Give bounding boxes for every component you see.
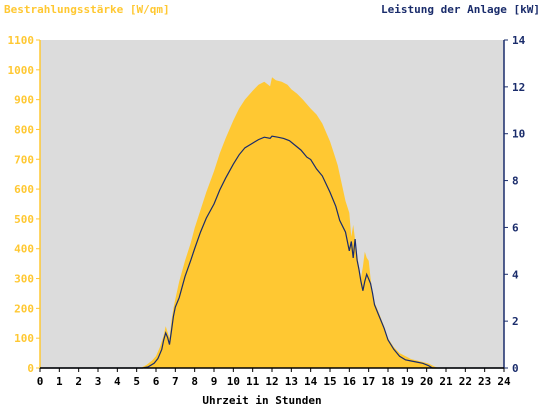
x-tick-label: 23 bbox=[478, 375, 491, 388]
x-axis-title: Uhrzeit in Stunden bbox=[202, 394, 321, 407]
right-tick-label: 6 bbox=[512, 221, 519, 234]
x-tick-label: 14 bbox=[304, 375, 318, 388]
left-tick-label: 200 bbox=[14, 302, 34, 315]
x-tick-label: 4 bbox=[114, 375, 121, 388]
left-axis-title: Bestrahlungsstärke [W/qm] bbox=[4, 3, 170, 16]
left-tick-label: 700 bbox=[14, 153, 34, 166]
left-tick-label: 800 bbox=[14, 123, 34, 136]
x-tick-label: 21 bbox=[439, 375, 453, 388]
x-tick-label: 1 bbox=[56, 375, 63, 388]
right-tick-label: 8 bbox=[512, 175, 519, 188]
x-tick-label: 17 bbox=[362, 375, 375, 388]
right-tick-label: 14 bbox=[512, 34, 526, 47]
x-tick-label: 24 bbox=[497, 375, 511, 388]
x-tick-label: 0 bbox=[37, 375, 44, 388]
x-tick-label: 8 bbox=[191, 375, 198, 388]
power-line-series bbox=[40, 135, 504, 369]
right-axis-title: Leistung der Anlage [kW] bbox=[381, 3, 540, 16]
right-tick-label: 12 bbox=[512, 81, 525, 94]
x-tick-label: 16 bbox=[343, 375, 357, 388]
x-tick-label: 19 bbox=[401, 375, 414, 388]
series-layer bbox=[40, 77, 504, 369]
x-tick-label: 10 bbox=[227, 375, 240, 388]
left-tick-label: 500 bbox=[14, 213, 34, 226]
x-tick-label: 18 bbox=[381, 375, 394, 388]
left-tick-label: 600 bbox=[14, 183, 34, 196]
x-tick-label: 20 bbox=[420, 375, 433, 388]
x-tick-label: 5 bbox=[133, 375, 140, 388]
left-tick-label: 0 bbox=[27, 362, 34, 375]
x-tick-label: 22 bbox=[459, 375, 472, 388]
right-tick-label: 4 bbox=[512, 268, 519, 281]
x-tick-label: 6 bbox=[153, 375, 160, 388]
x-tick-label: 11 bbox=[246, 375, 260, 388]
x-tick-label: 3 bbox=[95, 375, 102, 388]
x-tick-label: 2 bbox=[75, 375, 82, 388]
right-tick-label: 10 bbox=[512, 128, 525, 141]
x-tick-label: 13 bbox=[285, 375, 298, 388]
x-tick-label: 15 bbox=[323, 375, 336, 388]
left-tick-label: 100 bbox=[14, 332, 34, 345]
left-tick-label: 300 bbox=[14, 273, 34, 286]
x-tick-label: 7 bbox=[172, 375, 179, 388]
ticks-layer: 0100200300400500600700800900100011000246… bbox=[8, 34, 526, 388]
right-tick-label: 0 bbox=[512, 362, 519, 375]
left-tick-label: 1100 bbox=[8, 34, 35, 47]
right-tick-label: 2 bbox=[512, 315, 519, 328]
irradiance-area-series bbox=[40, 77, 504, 369]
x-tick-label: 9 bbox=[211, 375, 218, 388]
left-tick-label: 900 bbox=[14, 94, 34, 107]
left-tick-label: 1000 bbox=[8, 64, 35, 77]
left-tick-label: 400 bbox=[14, 243, 34, 256]
x-tick-label: 12 bbox=[265, 375, 278, 388]
